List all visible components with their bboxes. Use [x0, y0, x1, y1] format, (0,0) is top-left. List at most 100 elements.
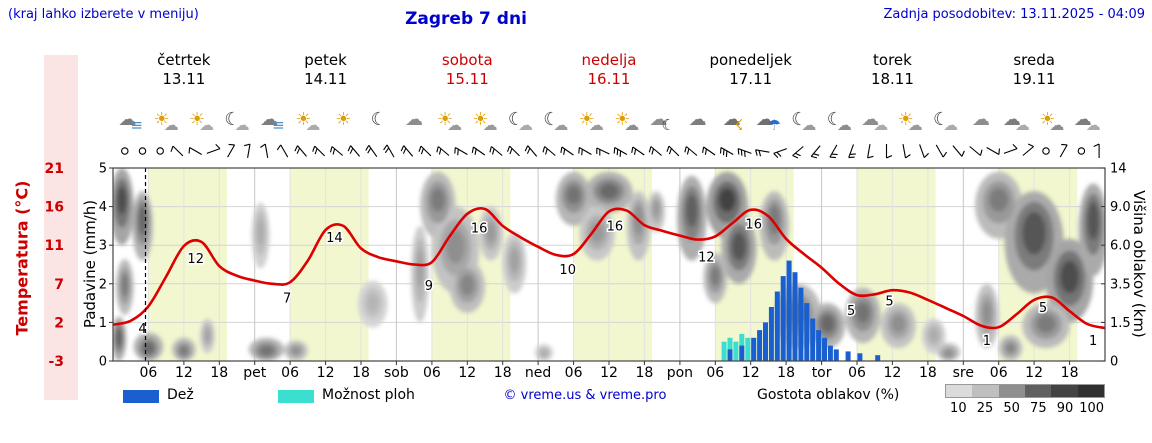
shower-bar: [745, 337, 751, 361]
cloud-scale-label: 100: [1079, 401, 1105, 416]
weather-icon: ☁: [963, 99, 999, 139]
cloud-scale-label: 90: [1056, 401, 1074, 416]
day-date: 13.11: [162, 70, 206, 88]
x-day-label: tor: [812, 365, 832, 381]
temperature-value-label: 7: [283, 291, 291, 306]
x-hour-tick-label: 12: [175, 365, 193, 381]
rain-bar: [810, 318, 816, 361]
weather-icon: ☀ ☁: [1034, 99, 1070, 139]
weather-glyph: ☁: [972, 108, 990, 130]
wind-barb-icon: [264, 144, 269, 158]
weather-glyph: ☾: [224, 108, 241, 130]
weather-glyph: ☁: [624, 116, 640, 134]
copyright-link[interactable]: © vreme.us & vreme.pro: [503, 388, 667, 403]
precipitation-bars: [721, 260, 881, 361]
day-header-ponedeljek: ponedeljek 17.11: [681, 51, 821, 89]
precip-tick-label: 0: [99, 355, 107, 370]
weather-icon: ☀ ☁: [148, 99, 184, 139]
weather-icon: ☁: [396, 99, 432, 139]
temp-tick-label: 21: [45, 161, 64, 177]
weather-glyph: ☾: [826, 108, 843, 130]
weather-glyph: ☀: [188, 108, 206, 130]
rain-bar: [792, 272, 798, 361]
day-name: ponedeljek: [709, 51, 792, 69]
rain-bar: [822, 337, 827, 361]
wind-barb-icon: [491, 146, 503, 156]
weather-glyph: ☁: [1085, 116, 1101, 134]
temp-tick-label: 16: [45, 200, 64, 216]
wind-barb-icon: [368, 144, 378, 158]
weather-icon: ☁ ☁: [1069, 99, 1105, 139]
weather-icon: ☀ ☁: [892, 99, 928, 139]
x-hour-tick-label: 18: [777, 365, 795, 381]
weather-icon: ☁ ≡: [254, 99, 290, 139]
weather-glyph: ☁: [260, 108, 279, 130]
weather-icon: ☀: [325, 99, 361, 139]
day-header-četrtek: četrtek 13.11: [114, 51, 254, 89]
wind-barb-icon: [1003, 148, 1018, 154]
wind-barb-icon: [952, 145, 963, 157]
day-date: 19.11: [1012, 70, 1056, 88]
cloud-height-tick-label: 0: [1110, 355, 1118, 370]
wind-barb-icon: [386, 144, 395, 158]
x-hour-tick-label: 06: [990, 365, 1008, 381]
weather-glyph: ☀: [472, 108, 489, 130]
weather-glyph: ☁: [588, 116, 604, 134]
precip-tick-label: 1: [99, 316, 107, 331]
weather-glyph: ☁: [118, 108, 137, 130]
wind-calm-icon: [1077, 147, 1086, 155]
rain-bar: [780, 276, 786, 361]
wind-barb-icon: [247, 144, 251, 158]
wind-barb-icon: [935, 144, 944, 158]
weather-glyph: ≡: [272, 116, 285, 134]
weather-icon: ☾ ☁: [928, 99, 964, 139]
wind-barb-icon: [919, 144, 925, 158]
day-header-torek: torek 18.11: [822, 51, 962, 89]
wind-calm-icon: [121, 147, 129, 155]
cloud-density-legend-label: Gostota oblakov (%): [757, 387, 900, 403]
rain-bar: [804, 303, 810, 361]
precip-tick-label: 3: [99, 239, 107, 254]
weather-icon: ☾ ☁: [502, 99, 538, 139]
temperature-value-label: 10: [559, 263, 576, 278]
cloud-scale-label: 25: [976, 401, 994, 416]
weather-glyph: ☁: [405, 108, 424, 130]
wind-barb-icon: [1059, 144, 1068, 158]
temperature-value-label: 16: [607, 220, 624, 235]
weather-glyph: ☀: [1039, 108, 1056, 130]
temp-tick-label: 7: [54, 277, 64, 293]
weather-glyph: ☁: [482, 116, 498, 134]
weather-icon: ☀ ☁: [290, 99, 326, 139]
rain-bar: [816, 330, 822, 361]
rain-bar: [751, 337, 757, 361]
rain-legend-label: Dež: [167, 387, 194, 403]
rain-bar: [774, 291, 780, 361]
wind-barb-icon: [685, 146, 698, 156]
wind-barb-icon: [792, 146, 804, 156]
rain-bar: [739, 345, 745, 361]
weather-glyph: ☁: [907, 116, 923, 134]
weather-icon: ☁: [680, 99, 716, 139]
weather-glyph: ☁: [305, 116, 321, 134]
weather-glyph: ☁: [722, 108, 741, 130]
day-header-nedelja: nedelja 16.11: [539, 51, 679, 89]
day-name: sobota: [441, 51, 493, 69]
day-name: četrtek: [157, 51, 211, 69]
shower-bar: [721, 341, 727, 361]
temp-tick-label: 11: [45, 238, 64, 254]
wind-barb-icon: [350, 145, 361, 157]
weather-glyph: ☂: [767, 116, 782, 134]
precip-tick-label: 4: [99, 200, 107, 215]
rain-bar: [845, 351, 851, 361]
rain-bar: [798, 287, 804, 361]
weather-icon: ☁ ☁: [998, 99, 1034, 139]
weather-glyph: ☾: [661, 116, 675, 134]
weather-icon: ☾: [361, 99, 397, 139]
weather-glyph: ☁: [1049, 116, 1065, 134]
wind-barb-icon: [227, 144, 236, 158]
wind-barb-icon: [969, 146, 981, 156]
weather-glyph: ☁: [199, 116, 215, 134]
cloud-scale-label: 50: [1003, 401, 1020, 416]
day-header-petek: petek 14.11: [256, 51, 396, 89]
